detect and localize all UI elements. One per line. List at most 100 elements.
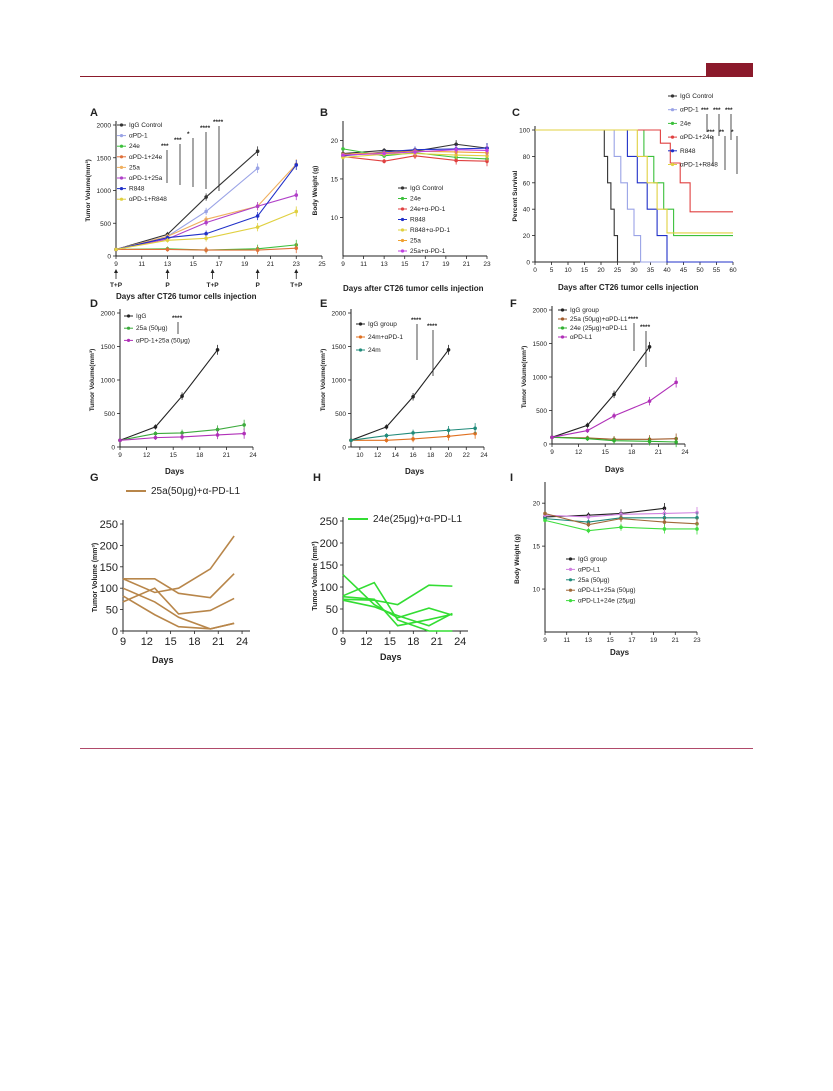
data-point-a (114, 247, 118, 252)
legend-marker-c (670, 149, 675, 153)
treatment-label: T+P (207, 282, 220, 289)
legend-label-a: αPD-1+R848 (129, 196, 167, 203)
data-point-a (165, 235, 170, 240)
x-axis-label-c: Days after CT26 tumor cells injection (558, 283, 699, 292)
y-tick-label-g: 200 (100, 540, 118, 552)
x-tick-label-d: 12 (143, 452, 151, 459)
y-tick-label-c: 0 (526, 260, 530, 267)
data-point-a (204, 231, 208, 236)
series-line-g-1 (123, 573, 235, 599)
data-point-e (411, 431, 415, 435)
series-line-c-5 (535, 129, 733, 234)
treatment-label: T+P (290, 282, 303, 289)
x-tick-label-c: 10 (564, 267, 572, 274)
data-point-d (180, 435, 184, 439)
bottom-rule (80, 748, 753, 749)
data-point-i (619, 525, 623, 530)
legend-marker-a (119, 144, 124, 148)
data-point-e (446, 348, 451, 352)
y-tick-label-c: 20 (523, 233, 531, 240)
legend-marker-e (358, 335, 363, 339)
series-line-h-2 (342, 584, 453, 606)
data-point-e (473, 426, 477, 431)
data-point-a (255, 149, 260, 153)
y-tick-label-h: 150 (320, 560, 338, 572)
legend-marker-a (119, 134, 124, 138)
data-point-b (382, 151, 386, 156)
series-line-f-0 (551, 346, 650, 438)
x-tick-label-e: 22 (463, 452, 471, 459)
significance-label-c: ** (719, 129, 725, 136)
data-point-i (619, 516, 623, 521)
legend-marker-f (560, 326, 565, 330)
series-line-f-3 (551, 381, 677, 438)
y-axis-label-i: Body Weight (g) (514, 534, 521, 584)
legend-marker-b (400, 186, 405, 190)
data-point-e (411, 437, 415, 441)
legend-label-d: IgG (136, 313, 146, 320)
significance-label-a: **** (213, 119, 224, 126)
data-point-i (586, 515, 591, 519)
x-tick-label-b: 15 (401, 261, 409, 268)
panel-label-c: C (512, 107, 520, 119)
x-axis-label-g: Days (152, 655, 174, 665)
legend-marker-b (400, 228, 405, 232)
y-tick-label-d: 500 (104, 411, 115, 418)
y-tick-label-c: 40 (523, 207, 531, 214)
legend-marker-b (400, 249, 405, 253)
data-point-a (255, 248, 260, 252)
data-point-a (204, 209, 208, 214)
legend-label-f: 25a (50μg)+αPD-L1 (570, 316, 628, 323)
x-tick-label-c: 45 (680, 267, 688, 274)
data-point-d (242, 431, 246, 436)
y-tick-label-f: 0 (543, 442, 547, 449)
x-tick-label-b: 13 (381, 261, 389, 268)
x-tick-label-e: 12 (374, 452, 382, 459)
data-point-d (215, 348, 220, 352)
y-tick-label-f: 1500 (533, 341, 548, 348)
legend-label-i: 25a (50μg) (578, 577, 610, 584)
data-point-f (585, 436, 590, 441)
x-tick-label-g: 24 (236, 636, 248, 648)
legend-label-e: IgG group (368, 321, 397, 328)
legend-label-a: αPD-1+25a (129, 175, 163, 182)
legend-marker-b (400, 217, 405, 222)
x-axis-label-b: Days after CT26 tumor cells injection (343, 284, 484, 293)
data-point-b (454, 147, 458, 152)
x-tick-label-c: 50 (696, 267, 704, 274)
legend-label-f: IgG group (570, 307, 599, 314)
y-tick-label-c: 60 (523, 180, 531, 187)
y-tick-label-e: 1500 (332, 344, 347, 351)
x-tick-label-a: 23 (293, 261, 301, 268)
y-tick-label-h: 200 (320, 538, 338, 550)
legend-marker-f (560, 308, 565, 312)
data-point-a (204, 236, 208, 241)
x-tick-label-a: 21 (267, 261, 275, 268)
data-point-d (215, 433, 220, 437)
treatment-arrowhead (165, 269, 170, 273)
legend-label-h: 24e(25μg)+α-PD-L1 (373, 514, 463, 525)
y-tick-label-e: 1000 (332, 378, 347, 385)
data-point-i (695, 527, 699, 531)
legend-label-a: 24e (129, 143, 140, 150)
x-tick-label-f: 24 (681, 449, 689, 456)
legend-label-c: 24e (680, 120, 691, 127)
data-point-f (585, 423, 590, 428)
legend-marker-f (560, 335, 565, 339)
x-axis-label-i: Days (610, 648, 630, 657)
y-tick-label-g: 0 (112, 626, 118, 638)
x-tick-label-b: 23 (483, 261, 491, 268)
x-tick-label-a: 13 (164, 261, 172, 268)
legend-marker-i (568, 567, 573, 572)
series-line-g-4 (122, 587, 235, 615)
x-tick-label-d: 18 (196, 452, 204, 459)
panel-label-a: A (90, 107, 98, 119)
y-tick-label-f: 2000 (533, 308, 548, 315)
data-point-a (204, 217, 208, 222)
x-tick-label-i: 23 (693, 637, 701, 644)
significance-label-f: **** (628, 316, 639, 323)
significance-label-a: *** (174, 137, 182, 144)
treatment-arrowhead (255, 269, 260, 273)
x-tick-label-e: 18 (427, 452, 435, 459)
legend-label-b: 25a (410, 238, 421, 245)
